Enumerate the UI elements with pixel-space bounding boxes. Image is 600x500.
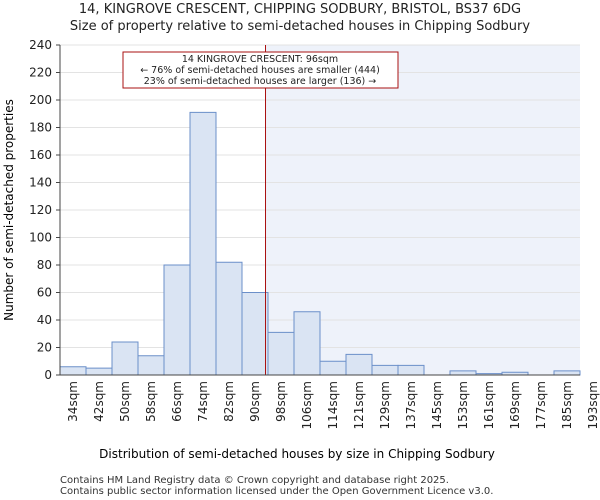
histogram-bar xyxy=(85,367,113,376)
y-tick-label: 200 xyxy=(29,93,52,107)
y-tick-label: 20 xyxy=(37,341,52,355)
x-tick-label: 74sqm xyxy=(196,381,210,422)
footer-copyright: Contains HM Land Registry data © Crown c… xyxy=(60,475,449,486)
y-tick-label: 240 xyxy=(29,38,52,52)
annotation-line-1: 14 KINGROVE CRESCENT: 96sqm xyxy=(182,54,338,65)
x-axis-label: Distribution of semi-detached houses by … xyxy=(99,447,495,461)
x-tick-label: 82sqm xyxy=(222,381,236,422)
x-tick-label: 129sqm xyxy=(378,381,392,429)
y-tick-label: 140 xyxy=(29,176,52,190)
histogram-bar xyxy=(293,311,321,376)
y-tick-label: 120 xyxy=(29,203,52,217)
y-axis-label: Number of semi-detached properties xyxy=(2,99,16,321)
histogram-bar xyxy=(553,370,581,376)
x-tick-label: 169sqm xyxy=(508,381,522,429)
x-tick-label: 66sqm xyxy=(170,381,184,422)
y-tick-label: 180 xyxy=(29,121,52,135)
histogram-bar xyxy=(449,370,477,376)
x-tick-label: 114sqm xyxy=(326,381,340,429)
x-tick-label: 50sqm xyxy=(118,381,132,422)
y-tick-label: 160 xyxy=(29,148,52,162)
x-tick-label: 106sqm xyxy=(300,381,314,429)
histogram-bar xyxy=(111,341,139,376)
x-tick-label: 42sqm xyxy=(92,381,106,422)
annotation-box: 14 KINGROVE CRESCENT: 96sqm ← 76% of sem… xyxy=(122,51,399,89)
histogram-bar xyxy=(397,364,425,376)
x-tick-label: 185sqm xyxy=(560,381,574,429)
x-tick-label: 58sqm xyxy=(144,381,158,422)
histogram-bar xyxy=(371,364,399,376)
histogram-bar xyxy=(267,331,295,376)
bars-group xyxy=(59,111,581,376)
histogram-bar xyxy=(345,353,373,376)
histogram-bar xyxy=(215,261,243,376)
y-tick-label: 220 xyxy=(29,66,52,80)
y-tick-label: 60 xyxy=(37,286,52,300)
y-tick-label: 100 xyxy=(29,231,52,245)
x-tick-label: 137sqm xyxy=(404,381,418,429)
chart-subtitle: Size of property relative to semi-detach… xyxy=(69,19,531,34)
y-tick-labels: 0 20 40 60 80 100 120 140 160 180 200 220 240 xyxy=(29,38,60,382)
x-tick-label: 98sqm xyxy=(274,381,288,422)
x-tick-label: 161sqm xyxy=(482,381,496,429)
x-tick-label: 90sqm xyxy=(248,381,262,422)
histogram-bar xyxy=(189,111,217,376)
annotation-line-2: ← 76% of semi-detached houses are smalle… xyxy=(140,65,380,76)
x-tick-label: 177sqm xyxy=(534,381,548,429)
x-tick-label: 121sqm xyxy=(352,381,366,429)
x-tick-label: 193sqm xyxy=(586,381,600,429)
x-tick-labels: 34sqm 42sqm 50sqm 58sqm 66sqm 74sqm 82sqm 90sqm… xyxy=(66,381,600,429)
y-tick-label: 40 xyxy=(37,313,52,327)
footer-licence: Contains public sector information licen… xyxy=(60,486,494,497)
y-tick-label: 80 xyxy=(37,258,52,272)
chart-title: 14, KINGROVE CRESCENT, CHIPPING SODBURY,… xyxy=(78,2,522,17)
histogram-bar xyxy=(59,366,87,376)
x-tick-label: 153sqm xyxy=(456,381,470,429)
x-tick-label: 34sqm xyxy=(66,381,80,422)
annotation-line-3: 23% of semi-detached houses are larger (… xyxy=(144,76,377,87)
x-tick-label: 145sqm xyxy=(430,381,444,429)
y-tick-label: 0 xyxy=(44,368,52,382)
histogram-bar xyxy=(163,264,191,376)
histogram-bar xyxy=(137,355,165,376)
histogram-bar xyxy=(241,292,269,376)
annotation-border xyxy=(122,51,399,89)
histogram-bar xyxy=(319,360,347,376)
